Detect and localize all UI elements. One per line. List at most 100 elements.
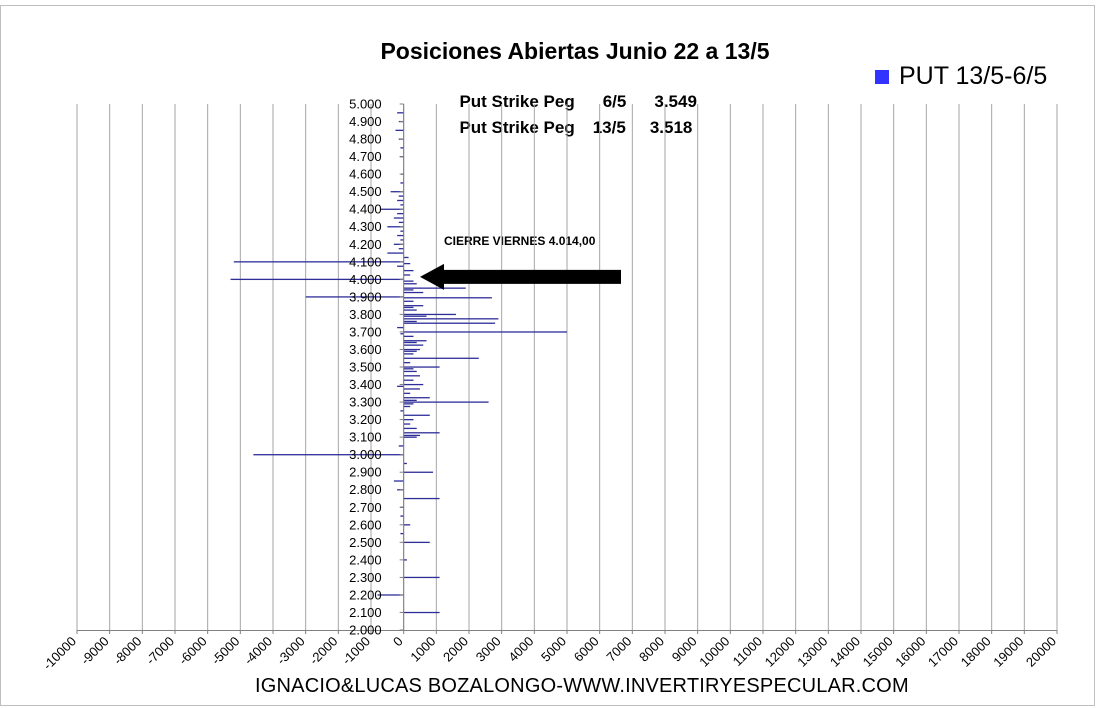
bar bbox=[403, 405, 411, 408]
bar bbox=[398, 221, 404, 224]
bar bbox=[400, 515, 404, 517]
bar bbox=[393, 243, 404, 245]
arrow-annotation bbox=[420, 263, 621, 290]
bar bbox=[395, 129, 404, 131]
y-tick-label: 4.400 bbox=[349, 202, 382, 217]
x-tick-label: 4000 bbox=[505, 634, 536, 665]
subtitle-2-value: 3.518 bbox=[649, 118, 693, 137]
bar bbox=[403, 320, 417, 323]
bar bbox=[393, 217, 404, 219]
bar bbox=[397, 112, 404, 114]
y-tick-label: 2.900 bbox=[349, 465, 382, 480]
y-tick-label: 4.700 bbox=[349, 149, 382, 164]
bars bbox=[230, 112, 567, 614]
bar bbox=[400, 147, 404, 149]
y-tick-label: 3.300 bbox=[349, 395, 382, 410]
x-tick-label: 13000 bbox=[794, 634, 830, 670]
bar bbox=[403, 318, 499, 320]
subtitle-2-date: 13/5 bbox=[592, 118, 626, 137]
bar bbox=[403, 283, 417, 285]
bar bbox=[403, 280, 414, 282]
axes bbox=[76, 103, 1058, 634]
bar bbox=[403, 291, 424, 294]
bar bbox=[403, 362, 411, 364]
bar bbox=[400, 182, 404, 184]
x-tick-label: -2000 bbox=[306, 634, 340, 668]
y-tick-label: 2.700 bbox=[349, 500, 382, 515]
bar bbox=[403, 576, 440, 579]
y-tick-label: 3.700 bbox=[349, 324, 382, 339]
gridlines bbox=[76, 104, 1058, 630]
bar bbox=[403, 341, 417, 344]
bar bbox=[403, 289, 414, 291]
bar bbox=[403, 368, 414, 370]
bar bbox=[403, 375, 420, 377]
bar bbox=[403, 432, 440, 434]
x-tick-label: -10000 bbox=[40, 634, 79, 673]
bar bbox=[403, 335, 414, 338]
bar bbox=[403, 274, 411, 276]
arrow-shaft bbox=[438, 269, 621, 284]
chart-frame bbox=[0, 5, 1095, 706]
x-tick-label: 3000 bbox=[473, 634, 504, 665]
bar bbox=[390, 191, 404, 193]
y-tick-label: 5.000 bbox=[349, 97, 382, 112]
x-tick-label: -9000 bbox=[78, 634, 112, 668]
y-tick-label: 2.600 bbox=[349, 517, 382, 532]
arrow-head bbox=[420, 263, 444, 290]
x-tick-label: 20000 bbox=[1023, 634, 1059, 670]
x-tick-label: 1000 bbox=[407, 634, 438, 665]
close-annotation: CIERRE VIERNES 4.014,00 bbox=[444, 234, 596, 248]
bar bbox=[403, 287, 466, 289]
x-tick-label: -8000 bbox=[110, 634, 144, 668]
bar bbox=[403, 401, 489, 403]
bar bbox=[403, 353, 414, 355]
bar bbox=[403, 340, 427, 342]
bar bbox=[403, 423, 411, 425]
bar bbox=[387, 252, 404, 254]
bar bbox=[403, 559, 407, 561]
bar bbox=[380, 208, 404, 210]
x-tick-label: 8000 bbox=[636, 634, 667, 665]
x-tick-label: 0 bbox=[390, 634, 406, 650]
bar bbox=[403, 471, 434, 473]
y-tick-label: 4.100 bbox=[349, 254, 382, 269]
x-tick-label: 11000 bbox=[730, 634, 765, 669]
y-tick-label: 4.900 bbox=[349, 114, 382, 129]
bar bbox=[305, 296, 404, 298]
x-tick-label: 10000 bbox=[696, 634, 732, 670]
y-tick-label: 4.600 bbox=[349, 167, 382, 182]
x-tick-label: 6000 bbox=[571, 634, 602, 665]
bar bbox=[400, 204, 404, 206]
y-tick-label: 4.000 bbox=[349, 272, 382, 287]
bar bbox=[398, 445, 404, 447]
x-tick-labels: -10000-9000-8000-7000-6000-5000-4000-300… bbox=[40, 634, 1059, 673]
bar bbox=[400, 239, 404, 241]
y-tick-label: 4.500 bbox=[349, 184, 382, 199]
y-tick-label: 3.000 bbox=[349, 447, 382, 462]
bar bbox=[403, 366, 440, 368]
bar bbox=[397, 199, 404, 202]
x-tick-label: 14000 bbox=[827, 634, 863, 670]
y-tick-label: 2.300 bbox=[349, 570, 382, 585]
x-tick-label: 17000 bbox=[925, 634, 961, 670]
y-tick-label: 3.100 bbox=[349, 430, 382, 445]
x-tick-label: 7000 bbox=[603, 634, 634, 665]
bar bbox=[230, 278, 404, 281]
bar bbox=[397, 326, 404, 329]
bar bbox=[403, 305, 424, 307]
bar bbox=[397, 234, 404, 237]
bar bbox=[393, 480, 404, 482]
y-tick-label: 3.500 bbox=[349, 360, 382, 375]
y-tick-labels: 5.000 4.900 4.800 4.700 4.600 4.500 4.400 4.300… bbox=[349, 97, 382, 638]
y-tick-label: 4.200 bbox=[349, 237, 382, 252]
y-tick-label: 2.200 bbox=[349, 587, 382, 602]
x-tick-label: -1000 bbox=[339, 634, 373, 668]
bar bbox=[398, 248, 404, 250]
bar bbox=[403, 306, 414, 309]
y-tick-label: 4.300 bbox=[349, 219, 382, 234]
x-tick-label: 9000 bbox=[669, 634, 700, 665]
x-tick-label: -7000 bbox=[143, 634, 177, 668]
subtitle-1-date: 6/5 bbox=[602, 92, 627, 111]
bar bbox=[403, 297, 492, 299]
